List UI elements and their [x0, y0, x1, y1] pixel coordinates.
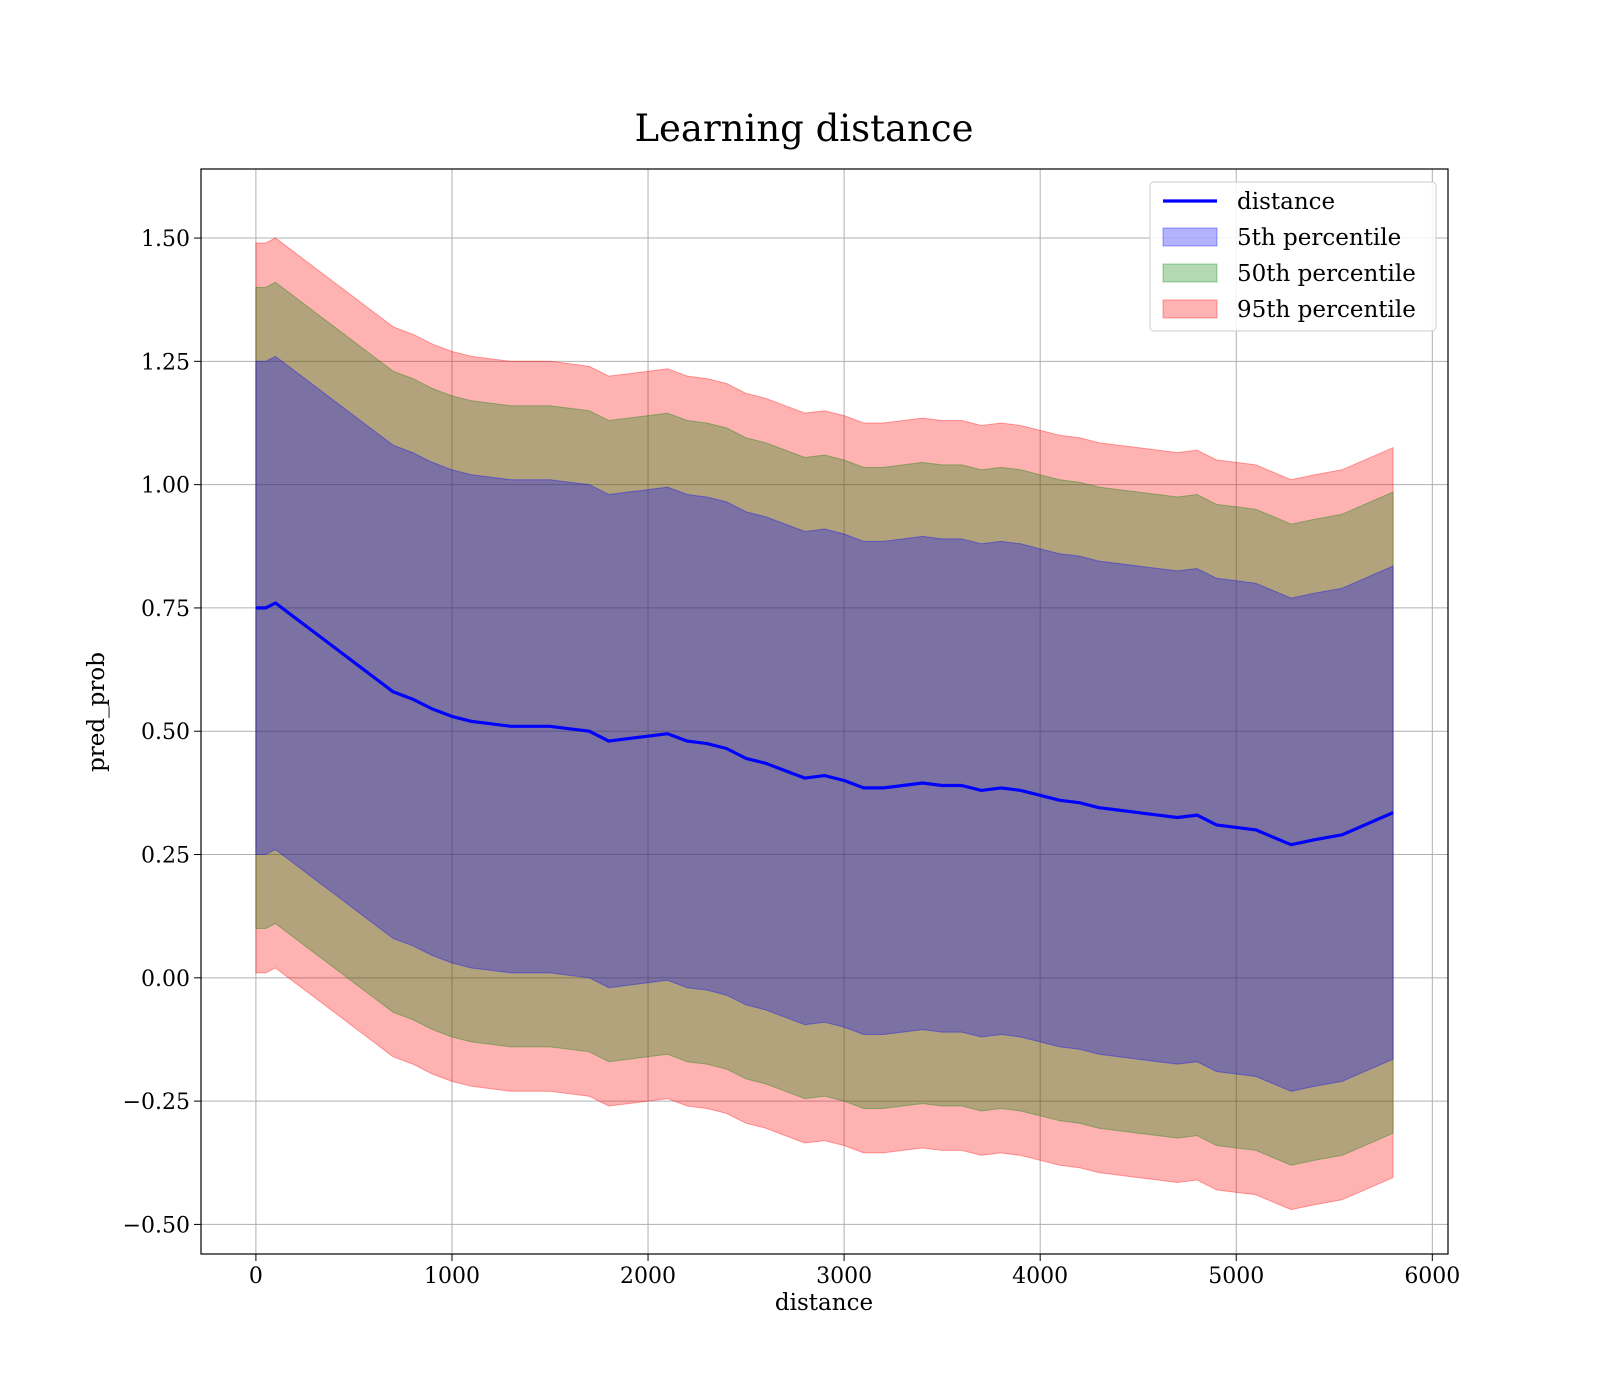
legend-box	[1149, 181, 1437, 332]
x-tick-label: 3000	[816, 1264, 872, 1289]
legend-label: 95th percentile	[1237, 297, 1416, 323]
x-axis-title: distance	[775, 1290, 873, 1316]
chart-title: Learning distance	[634, 107, 973, 150]
legend-patch-swatch	[1162, 299, 1218, 319]
y-tick-label: −0.25	[123, 1090, 190, 1115]
legend-label: 50th percentile	[1237, 261, 1416, 287]
legend-label: 5th percentile	[1237, 225, 1401, 251]
percentile-bands	[255, 237, 1394, 1211]
y-tick-label: −0.50	[123, 1213, 190, 1238]
plot-area: 0 1000 2000 3000 4000 5000 6000 −0.50 −0.25 0.00…	[123, 168, 1460, 1289]
y-tick-label: 0.75	[141, 597, 190, 622]
y-tick-label: 0.50	[141, 720, 190, 745]
distance-line	[255, 601, 1394, 847]
x-tick-label: 5000	[1208, 1264, 1264, 1289]
x-axis: 0 1000 2000 3000 4000 5000 6000	[249, 1254, 1460, 1289]
legend: distance 5th percentile 50th percentile 95t…	[1149, 181, 1437, 332]
x-tick-label: 4000	[1012, 1264, 1068, 1289]
legend-patch-swatch	[1162, 263, 1218, 283]
legend-label: distance	[1237, 189, 1335, 215]
distance-series-line	[255, 601, 1394, 847]
5th-percentile-band	[255, 355, 1394, 1092]
x-tick-label: 0	[249, 1264, 263, 1289]
95th-percentile-band	[255, 237, 1394, 1211]
x-tick-label: 6000	[1404, 1264, 1460, 1289]
grid	[201, 169, 1448, 1254]
x-tick-label: 2000	[620, 1264, 676, 1289]
y-tick-label: 1.50	[141, 227, 190, 252]
y-tick-label: 0.25	[141, 844, 190, 869]
y-axis-title: pred_prob	[84, 652, 110, 772]
axes-frame	[200, 168, 1449, 1255]
y-tick-label: 0.00	[141, 967, 190, 992]
legend-patch-swatch	[1162, 227, 1218, 247]
x-tick-label: 1000	[424, 1264, 480, 1289]
y-axis: −0.50 −0.25 0.00 0.25 0.50 0.75 1.00 1.25 1.50	[123, 227, 201, 1238]
y-tick-label: 1.00	[141, 474, 190, 499]
50th-percentile-band	[255, 281, 1394, 1166]
y-tick-label: 1.25	[141, 350, 190, 375]
